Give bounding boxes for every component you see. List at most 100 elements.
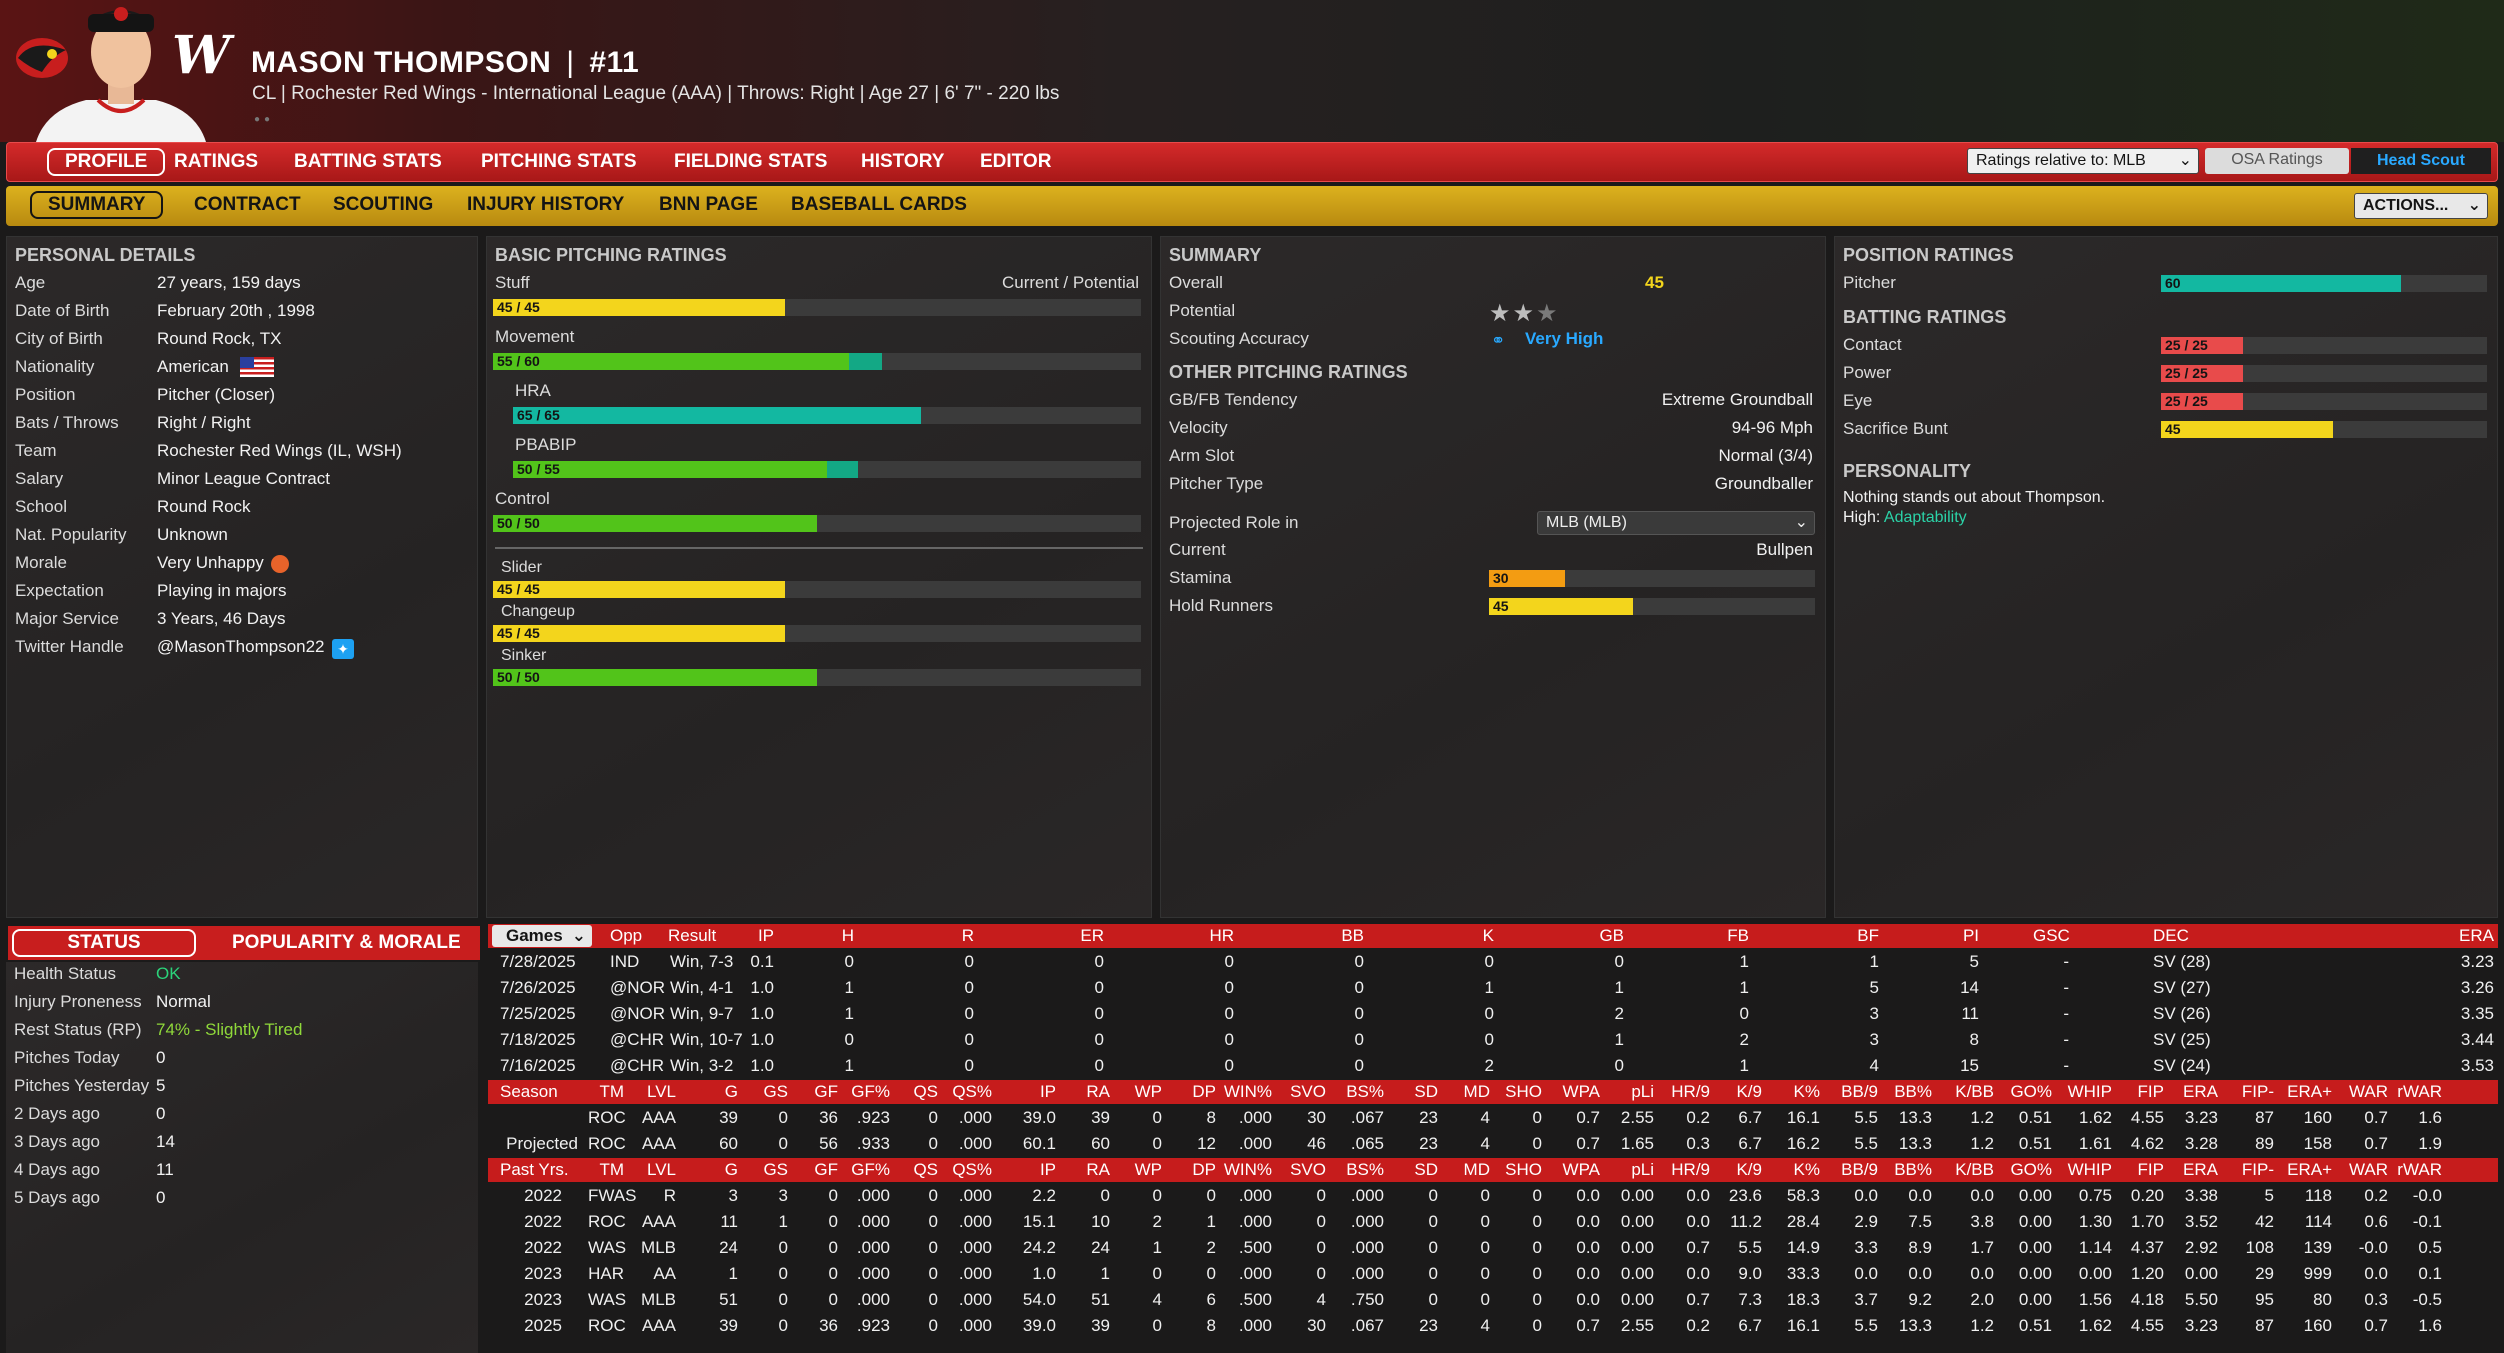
table-cell: .000 bbox=[1350, 1238, 1384, 1257]
table-cell: 0 bbox=[844, 1030, 854, 1049]
table-cell: 4 bbox=[1480, 1134, 1490, 1153]
status-label: Pitches Yesterday bbox=[14, 1076, 150, 1095]
table-cell: 0 bbox=[928, 1134, 938, 1153]
tab-ratings[interactable]: RATINGS bbox=[174, 151, 259, 172]
bar-value: 45 / 45 bbox=[497, 581, 540, 597]
tab-profile[interactable]: PROFILE bbox=[47, 148, 166, 176]
column-header: ERA+ bbox=[2287, 1160, 2332, 1179]
table-cell: 0.2 bbox=[1686, 1108, 1710, 1127]
table-cell: 51 bbox=[1091, 1290, 1110, 1309]
table-cell: .000 bbox=[856, 1290, 890, 1309]
column-header: WPA bbox=[1562, 1082, 1600, 1101]
table-cell: 1 bbox=[1739, 952, 1749, 971]
table-cell: 0 bbox=[1532, 1290, 1542, 1309]
table-cell: 87 bbox=[2255, 1316, 2274, 1335]
tab-history[interactable]: HISTORY bbox=[861, 151, 945, 172]
overall-label: Overall bbox=[1169, 273, 1223, 292]
panel-title: POSITION RATINGS bbox=[1843, 245, 2014, 265]
table-cell: 0 bbox=[928, 1264, 938, 1283]
column-header: SHO bbox=[1505, 1160, 1542, 1179]
twitter-icon[interactable]: ✦ bbox=[332, 639, 354, 659]
tab-fielding-stats[interactable]: FIELDING STATS bbox=[674, 151, 828, 172]
table-cell: 3 bbox=[1869, 1030, 1879, 1049]
table-cell: 51 bbox=[719, 1290, 738, 1309]
stamina-label: Stamina bbox=[1169, 568, 1232, 587]
detail-value: Right / Right bbox=[157, 413, 251, 432]
table-cell: 1.70 bbox=[2130, 1212, 2164, 1231]
batting-bar: 25 / 25 bbox=[2161, 393, 2487, 410]
table-cell: 0.00 bbox=[1620, 1212, 1654, 1231]
table-cell: 1.56 bbox=[2078, 1290, 2112, 1309]
table-cell: 0.0 bbox=[2364, 1264, 2388, 1283]
projected-role-select[interactable]: MLB (MLB) ⌄ bbox=[1537, 511, 1815, 535]
table-cell: 8 bbox=[1969, 1030, 1979, 1049]
table-cell: 0.0 bbox=[1576, 1290, 1600, 1309]
table-cell: .000 bbox=[1350, 1186, 1384, 1205]
detail-label: Date of Birth bbox=[15, 301, 110, 320]
table-row: ROC AAA 39 0 36 .923 0 .000 39.0 39 0 8 .000 30 .067 23… bbox=[488, 1106, 2498, 1132]
tab-contract[interactable]: CONTRACT bbox=[194, 194, 301, 215]
table-cell: .000 bbox=[856, 1238, 890, 1257]
table-cell: 46 bbox=[1307, 1134, 1326, 1153]
column-header: RA bbox=[1086, 1082, 1110, 1101]
games-select[interactable]: Games ⌄ bbox=[492, 925, 592, 947]
table-cell: 0.0 bbox=[1686, 1212, 1710, 1231]
table-cell: 8.9 bbox=[1908, 1238, 1932, 1257]
scouting-accuracy-label: Scouting Accuracy bbox=[1169, 329, 1309, 348]
table-cell: 0 bbox=[1480, 1238, 1490, 1257]
column-header: ER bbox=[1080, 926, 1104, 945]
detail-label: Nationality bbox=[15, 357, 95, 376]
table-cell: 2 bbox=[1739, 1030, 1749, 1049]
tab-summary[interactable]: SUMMARY bbox=[30, 191, 164, 219]
table-cell: HAR bbox=[588, 1264, 624, 1283]
table-cell: 0.0 bbox=[1854, 1264, 1878, 1283]
detail-value: Unknown bbox=[157, 525, 228, 544]
status-value: 11 bbox=[156, 1160, 174, 1179]
ratings-relative-dropdown[interactable]: Ratings relative to: MLB ⌄ bbox=[1967, 148, 2199, 174]
table-cell: 29 bbox=[2255, 1264, 2274, 1283]
table-cell: 0.0 bbox=[1970, 1186, 1994, 1205]
tab-editor[interactable]: EDITOR bbox=[980, 151, 1052, 172]
status-label: Health Status bbox=[14, 964, 117, 983]
column-header: DP bbox=[1192, 1082, 1216, 1101]
table-cell: 15.1 bbox=[1022, 1212, 1056, 1231]
tab-status[interactable]: STATUS bbox=[12, 929, 196, 957]
tab-popularity-morale[interactable]: POPULARITY & MORALE bbox=[232, 932, 461, 953]
table-cell: 0 bbox=[1354, 1004, 1364, 1023]
tab-injury-history[interactable]: INJURY HISTORY bbox=[467, 194, 625, 215]
tab-scouting[interactable]: SCOUTING bbox=[333, 194, 434, 215]
table-cell: 1.2 bbox=[1970, 1316, 1994, 1335]
detail-label: Bats / Throws bbox=[15, 413, 119, 432]
osa-ratings-button[interactable]: OSA Ratings bbox=[2205, 148, 2349, 174]
table-cell: 0 bbox=[1224, 1004, 1234, 1023]
tab-pitching-stats[interactable]: PITCHING STATS bbox=[481, 151, 637, 172]
table-cell: 1.20 bbox=[2130, 1264, 2164, 1283]
table-cell: .923 bbox=[856, 1108, 890, 1127]
game-date: 7/18/2025 bbox=[500, 1030, 576, 1049]
table-cell: 1.62 bbox=[2078, 1108, 2112, 1127]
column-header: G bbox=[724, 1160, 738, 1179]
table-cell: 0.7 bbox=[1576, 1108, 1600, 1127]
actions-dropdown[interactable]: ACTIONS... ⌄ bbox=[2354, 193, 2488, 219]
table-cell: .000 bbox=[1238, 1264, 1272, 1283]
column-header: BF bbox=[1857, 926, 1879, 945]
table-cell: 0.7 bbox=[1686, 1238, 1710, 1257]
table-cell: 0 bbox=[1532, 1186, 1542, 1205]
table-cell: 0.7 bbox=[1576, 1134, 1600, 1153]
current-fill bbox=[2161, 337, 2243, 354]
tab-batting-stats[interactable]: BATTING STATS bbox=[294, 151, 442, 172]
table-cell: 0 bbox=[928, 1212, 938, 1231]
table-row: 7/28/2025 IND Win, 7-3 0.1 0 0 0 0 0 0 0 1 1 5 - SV (28… bbox=[488, 950, 2498, 976]
head-scout-button[interactable]: Head Scout bbox=[2351, 148, 2491, 174]
table-cell: 0 bbox=[1354, 1056, 1364, 1075]
column-header: PI bbox=[1962, 926, 1979, 945]
tab-baseball-cards[interactable]: BASEBALL CARDS bbox=[791, 194, 967, 215]
column-header: ERA bbox=[2183, 1082, 2218, 1101]
table-row: 7/18/2025 @CHR Win, 10-7 1.0 0 0 0 0 0 0 1 2 3 8 - SV (… bbox=[488, 1028, 2498, 1054]
tab-bnn-page[interactable]: BNN PAGE bbox=[659, 194, 758, 215]
table-cell: MLB bbox=[641, 1290, 676, 1309]
column-header: GS bbox=[763, 1160, 788, 1179]
table-cell: 39 bbox=[719, 1108, 738, 1127]
table-cell: - bbox=[2063, 952, 2069, 971]
table-cell: 60 bbox=[1091, 1134, 1110, 1153]
